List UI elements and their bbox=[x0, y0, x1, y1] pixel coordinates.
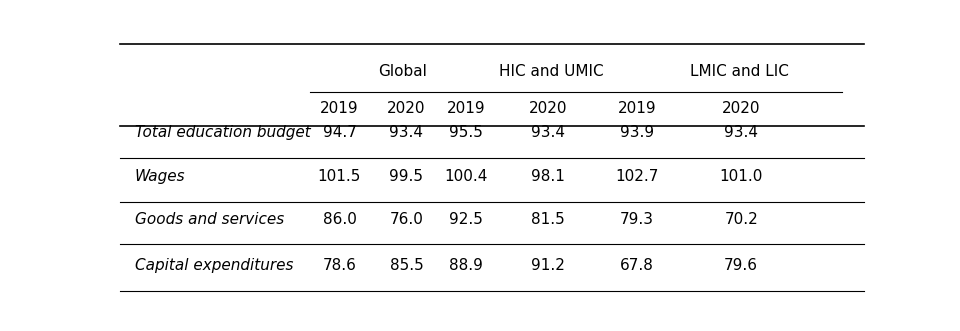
Text: Global: Global bbox=[378, 64, 427, 79]
Text: 2020: 2020 bbox=[387, 101, 425, 116]
Text: 2019: 2019 bbox=[446, 101, 485, 116]
Text: 102.7: 102.7 bbox=[615, 168, 659, 184]
Text: 85.5: 85.5 bbox=[390, 258, 423, 273]
Text: HIC and UMIC: HIC and UMIC bbox=[499, 64, 604, 79]
Text: Goods and services: Goods and services bbox=[134, 212, 284, 227]
Text: 81.5: 81.5 bbox=[531, 212, 564, 227]
Text: 99.5: 99.5 bbox=[390, 168, 423, 184]
Text: 95.5: 95.5 bbox=[449, 125, 483, 140]
Text: 88.9: 88.9 bbox=[449, 258, 483, 273]
Text: 98.1: 98.1 bbox=[531, 168, 564, 184]
Text: 93.4: 93.4 bbox=[724, 125, 758, 140]
Text: 67.8: 67.8 bbox=[620, 258, 654, 273]
Text: LMIC and LIC: LMIC and LIC bbox=[690, 64, 789, 79]
Text: 92.5: 92.5 bbox=[449, 212, 483, 227]
Text: 91.2: 91.2 bbox=[531, 258, 564, 273]
Text: 2019: 2019 bbox=[618, 101, 657, 116]
Text: Wages: Wages bbox=[134, 168, 185, 184]
Text: 101.5: 101.5 bbox=[318, 168, 361, 184]
Text: 79.6: 79.6 bbox=[724, 258, 758, 273]
Text: 100.4: 100.4 bbox=[444, 168, 488, 184]
Text: 2019: 2019 bbox=[321, 101, 359, 116]
Text: 86.0: 86.0 bbox=[323, 212, 356, 227]
Text: 2020: 2020 bbox=[529, 101, 567, 116]
Text: Capital expenditures: Capital expenditures bbox=[134, 258, 294, 273]
Text: 101.0: 101.0 bbox=[720, 168, 763, 184]
Text: 94.7: 94.7 bbox=[323, 125, 356, 140]
Text: Total education budget: Total education budget bbox=[134, 125, 311, 140]
Text: 93.9: 93.9 bbox=[620, 125, 654, 140]
Text: 93.4: 93.4 bbox=[390, 125, 423, 140]
Text: 70.2: 70.2 bbox=[725, 212, 758, 227]
Text: 76.0: 76.0 bbox=[390, 212, 423, 227]
Text: 78.6: 78.6 bbox=[323, 258, 356, 273]
Text: 93.4: 93.4 bbox=[531, 125, 564, 140]
Text: 79.3: 79.3 bbox=[620, 212, 654, 227]
Text: 2020: 2020 bbox=[722, 101, 760, 116]
